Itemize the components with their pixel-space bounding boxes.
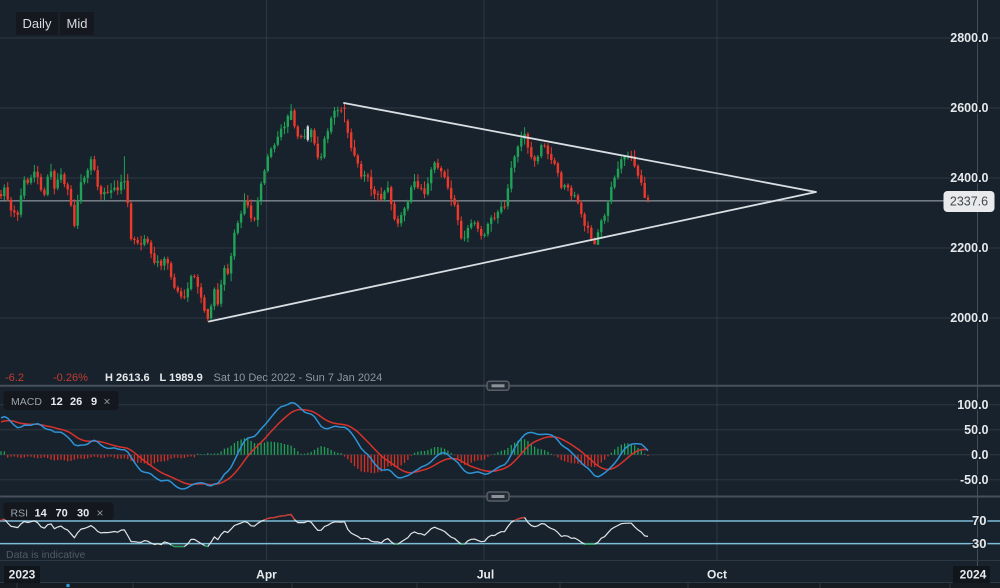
svg-text:2337.6: 2337.6 <box>950 195 988 209</box>
svg-text:2000.0: 2000.0 <box>950 311 988 325</box>
svg-text:Mid: Mid <box>67 16 88 31</box>
svg-text:2200.0: 2200.0 <box>950 241 988 255</box>
svg-text:MACD: MACD <box>11 396 42 408</box>
svg-text:9: 9 <box>91 396 97 408</box>
svg-text:Oct: Oct <box>707 568 727 582</box>
svg-text:Apr: Apr <box>256 568 277 582</box>
svg-text:14: 14 <box>35 508 48 520</box>
svg-text:-50.0: -50.0 <box>960 473 989 487</box>
svg-text:30: 30 <box>972 536 986 551</box>
svg-text:2400.0: 2400.0 <box>950 171 988 185</box>
svg-text:30: 30 <box>77 508 89 520</box>
svg-text:×: × <box>104 395 111 409</box>
svg-text:2800.0: 2800.0 <box>950 31 988 45</box>
svg-text:Data is indicative: Data is indicative <box>6 549 86 561</box>
svg-text:Jul: Jul <box>477 568 494 582</box>
svg-text:RSI: RSI <box>11 508 29 520</box>
svg-text:70: 70 <box>56 508 68 520</box>
svg-text:-6.2: -6.2 <box>5 372 24 384</box>
svg-text:L 1989.9: L 1989.9 <box>160 372 203 384</box>
svg-text:2023: 2023 <box>9 568 36 582</box>
svg-text:Daily: Daily <box>23 16 52 31</box>
svg-text:12: 12 <box>51 396 63 408</box>
svg-text:0.0: 0.0 <box>971 448 988 462</box>
svg-text:H 2613.6: H 2613.6 <box>105 372 150 384</box>
svg-text:2600.0: 2600.0 <box>950 101 988 115</box>
svg-text:Sat 10 Dec 2022 - Sun 7 Jan 20: Sat 10 Dec 2022 - Sun 7 Jan 2024 <box>214 372 383 384</box>
svg-text:100.0: 100.0 <box>957 398 988 412</box>
svg-text:-0.26%: -0.26% <box>53 372 88 384</box>
svg-text:50.0: 50.0 <box>964 423 988 437</box>
svg-text:26: 26 <box>70 396 82 408</box>
svg-text:2024: 2024 <box>960 568 987 582</box>
svg-text:×: × <box>97 506 104 520</box>
svg-text:70: 70 <box>972 513 986 528</box>
